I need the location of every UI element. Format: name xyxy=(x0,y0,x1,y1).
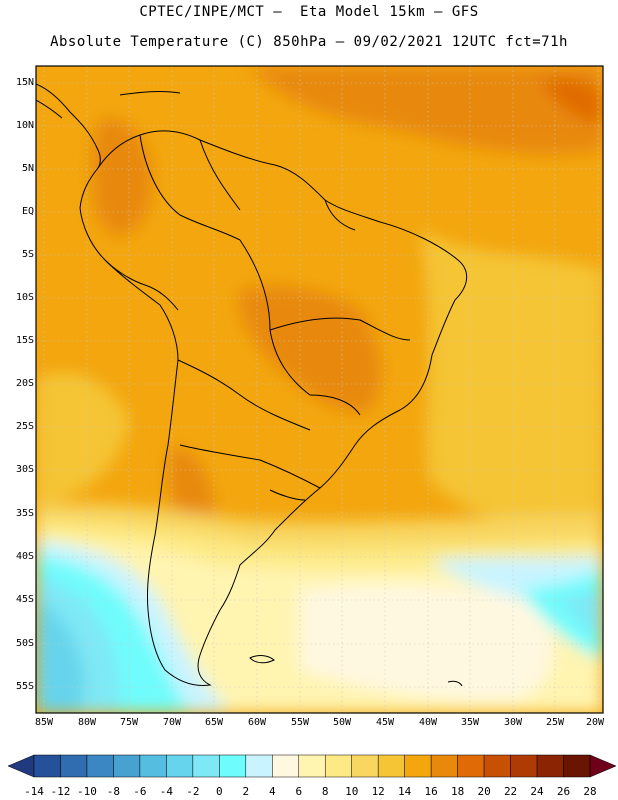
lat-label: 25S xyxy=(15,421,34,432)
colorbar-segment xyxy=(563,754,591,778)
colorbar-segment xyxy=(457,754,485,778)
colorbar-tick-label: 18 xyxy=(450,785,465,798)
colorbar-tick-label: -6 xyxy=(133,785,147,798)
lon-label: 40W xyxy=(418,717,438,728)
lon-label: 80W xyxy=(77,717,97,728)
lat-label: 15N xyxy=(15,77,34,88)
lat-label: 5S xyxy=(21,249,34,260)
lat-label: 55S xyxy=(15,681,34,692)
lat-label: EQ xyxy=(21,206,34,217)
colorbar-tick-label: 0 xyxy=(216,785,223,798)
colorbar-tick-label: -10 xyxy=(77,785,97,798)
title-line-2: Absolute Temperature (C) 850hPa – 09/02/… xyxy=(50,34,568,50)
colorbar-segment xyxy=(404,754,432,778)
colorbar-segment xyxy=(139,754,167,778)
colorbar-tick-label: 10 xyxy=(345,785,359,798)
colorbar xyxy=(7,754,617,778)
colorbar-tick-label: 26 xyxy=(556,785,571,798)
colorbar-tick-label: -2 xyxy=(186,785,200,798)
colorbar-segment xyxy=(324,754,352,778)
lat-label: 5N xyxy=(21,163,34,174)
lon-label: 75W xyxy=(119,717,139,728)
colorbar-segment xyxy=(192,754,220,778)
colorbar-tick-label: -8 xyxy=(106,785,121,798)
title-line-1: CPTEC/INPE/MCT – Eta Model 15km – GFS xyxy=(139,4,479,20)
lat-label: 10S xyxy=(15,292,34,303)
colorbar-segment xyxy=(377,754,405,778)
lon-label: 30W xyxy=(503,717,523,728)
lon-label: 25W xyxy=(545,717,565,728)
lon-label: 35W xyxy=(460,717,480,728)
central-america-coast xyxy=(36,83,101,169)
colorbar-segment xyxy=(589,754,617,778)
lat-label: 15S xyxy=(15,335,34,346)
colorbar-segment xyxy=(510,754,538,778)
colorbar-segment xyxy=(483,754,511,778)
colorbar-tick-label: 16 xyxy=(424,785,438,798)
colorbar-tick-label: 28 xyxy=(583,785,597,798)
colorbar-segment xyxy=(113,754,141,778)
colorbar-segment xyxy=(298,754,326,778)
colorbar-tick-label: 22 xyxy=(503,785,518,798)
map-frame xyxy=(35,65,604,714)
lon-label: 85W xyxy=(34,717,54,728)
temperature-field xyxy=(36,66,603,713)
colorbar-segment xyxy=(272,754,300,778)
lon-label: 65W xyxy=(204,717,224,728)
colorbar-segment xyxy=(86,754,114,778)
coastlines xyxy=(36,83,468,687)
colorbar-segment xyxy=(245,754,273,778)
lat-label: 45S xyxy=(15,594,34,605)
colorbar-tick-label: -12 xyxy=(50,785,71,798)
colorbar-tick-label: 8 xyxy=(321,785,329,798)
lon-label: 20W xyxy=(585,717,605,728)
colorbar-tick-label: 24 xyxy=(530,785,544,798)
lat-label: 40S xyxy=(15,551,34,562)
lat-label: 30S xyxy=(15,464,34,475)
colorbar-segment xyxy=(166,754,194,778)
colorbar-segment xyxy=(351,754,379,778)
colorbar-segment xyxy=(7,754,35,778)
colorbar-segment xyxy=(60,754,88,778)
colorbar-segment xyxy=(536,754,564,778)
south-america-coast xyxy=(79,130,468,686)
lat-label: 50S xyxy=(15,638,34,649)
colorbar-tick-label: 12 xyxy=(371,785,385,798)
lon-label: 55W xyxy=(290,717,310,728)
colorbar-segment xyxy=(219,754,247,778)
lat-label: 20S xyxy=(15,378,34,389)
colorbar-segment xyxy=(430,754,458,778)
colorbar-tick-label: -4 xyxy=(159,785,173,798)
lon-label: 70W xyxy=(162,717,182,728)
colorbar-segment xyxy=(33,754,61,778)
colorbar-tick-label: -14 xyxy=(24,785,44,798)
colorbar-tick-label: 20 xyxy=(477,785,491,798)
lon-label: 45W xyxy=(375,717,395,728)
colorbar-tick-label: 2 xyxy=(242,785,250,798)
lat-label: 35S xyxy=(15,508,34,519)
lon-label: 50W xyxy=(332,717,352,728)
colorbar-tick-label: 14 xyxy=(398,785,412,798)
graticule xyxy=(36,66,603,713)
lon-label: 60W xyxy=(247,717,267,728)
lat-label: 10N xyxy=(15,120,34,131)
colorbar-tick-label: 6 xyxy=(295,785,303,798)
colorbar-tick-label: 4 xyxy=(268,785,276,798)
